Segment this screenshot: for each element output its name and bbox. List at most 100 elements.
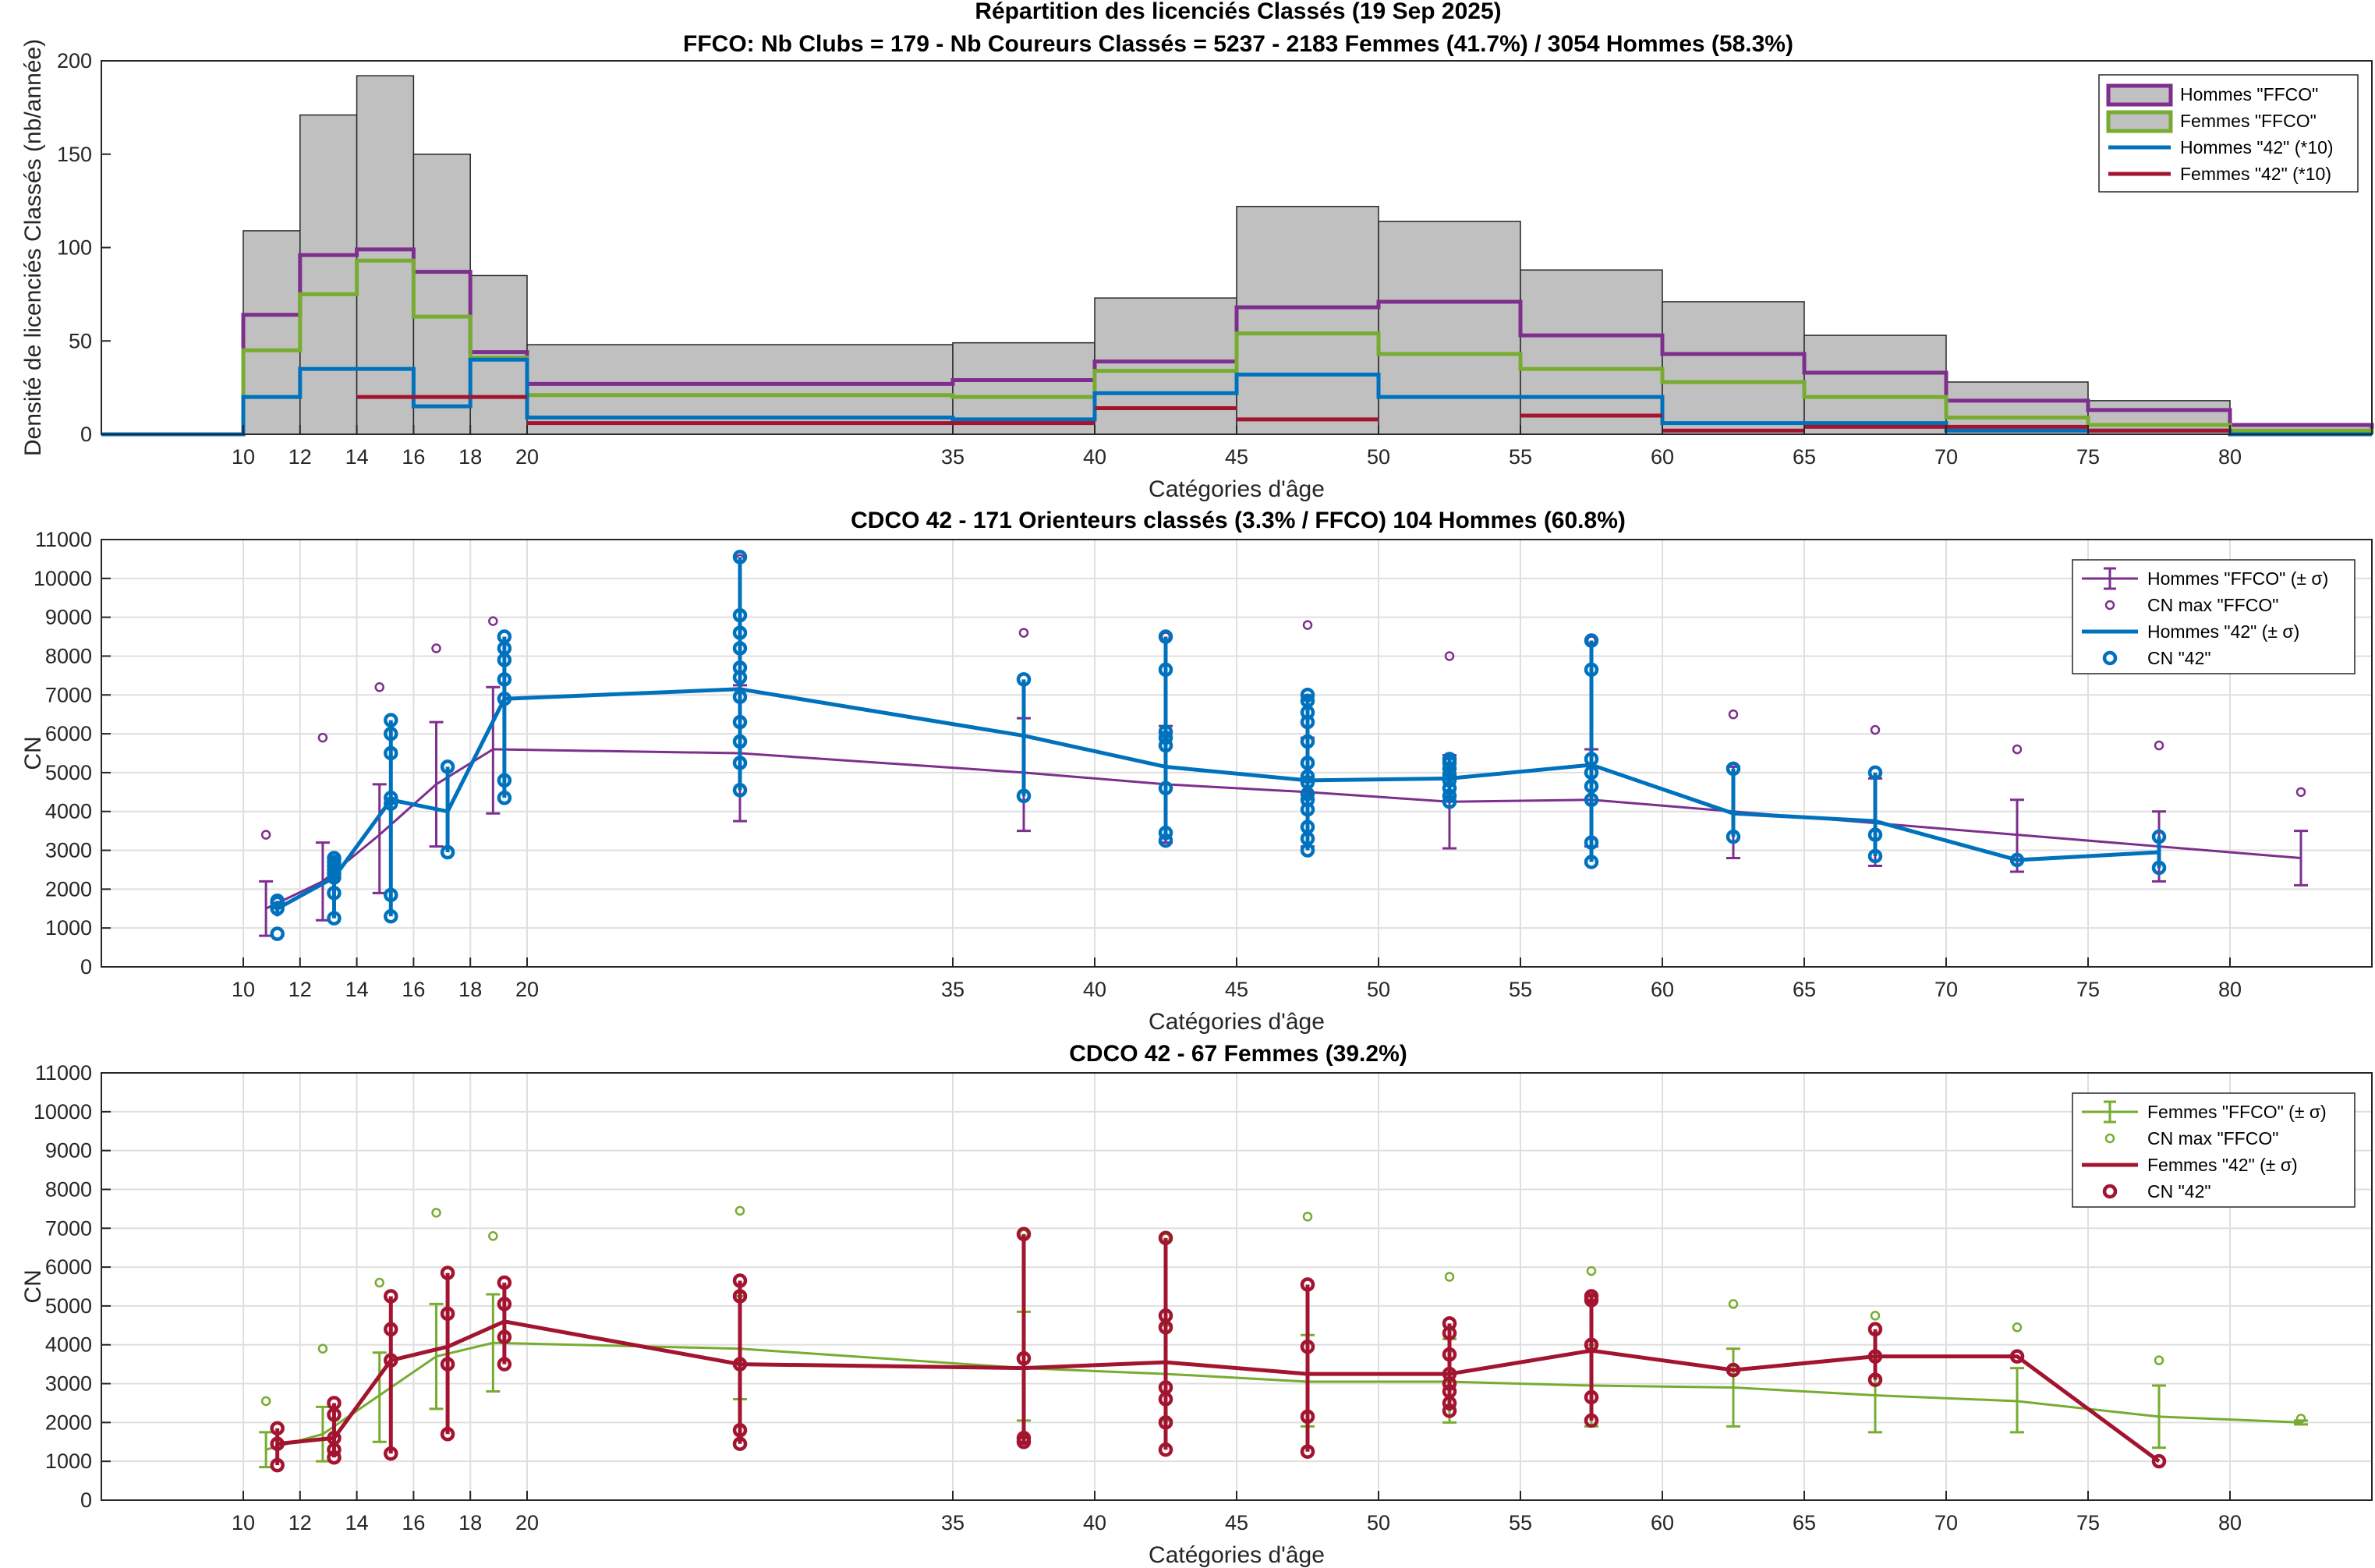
cn-club-point bbox=[497, 1297, 512, 1311]
cn-club-point bbox=[732, 607, 748, 623]
x-tick-label: 18 bbox=[458, 978, 482, 1001]
histogram-bar-total bbox=[1378, 221, 1521, 435]
y-tick-label: 100 bbox=[57, 236, 92, 260]
histogram-bar-total bbox=[299, 114, 358, 435]
cn-club-point bbox=[1158, 1308, 1173, 1323]
cn-club-point bbox=[732, 660, 748, 675]
y-tick-label: 4000 bbox=[45, 1333, 92, 1357]
x-tick-label: 75 bbox=[2076, 1511, 2100, 1534]
x-tick-label: 12 bbox=[288, 445, 312, 469]
cn-club-point bbox=[1016, 672, 1032, 687]
cn-club-point bbox=[440, 759, 455, 774]
cn-max-ffco-point bbox=[2295, 787, 2306, 798]
cn-club-point bbox=[732, 756, 748, 770]
cn-club-point bbox=[384, 1353, 398, 1368]
x-tick-label: 20 bbox=[515, 978, 539, 1001]
histogram-bar-total bbox=[412, 154, 471, 435]
x-tick-label: 80 bbox=[2218, 978, 2242, 1001]
cn-club-point bbox=[1584, 1413, 1599, 1428]
y-tick-label: 2000 bbox=[45, 1410, 92, 1434]
cn-club-point bbox=[270, 1457, 285, 1473]
ffco-mean-line bbox=[265, 748, 2302, 910]
y-tick-label: 8000 bbox=[45, 1177, 92, 1201]
cn-max-ffco-point bbox=[2295, 1414, 2306, 1424]
histogram-bar-total bbox=[469, 274, 528, 435]
cn-club-point bbox=[2151, 860, 2167, 876]
cn-club-point bbox=[1442, 752, 1457, 766]
y-tick-label: 200 bbox=[57, 49, 92, 73]
cn-club-point bbox=[384, 791, 398, 805]
cn-max-ffco-point bbox=[734, 1205, 745, 1216]
cn-club-point bbox=[1726, 829, 1741, 844]
panel3-title: CDCO 42 - 67 Femmes (39.2%) bbox=[1069, 1041, 1407, 1067]
cn-club-point bbox=[384, 1289, 398, 1304]
ffco-mean-line bbox=[265, 1341, 2302, 1451]
cn-club-point bbox=[1158, 662, 1173, 678]
cn-max-ffco-point bbox=[260, 830, 271, 840]
cn-club-point bbox=[1867, 848, 1883, 864]
legend-entry: CN "42" bbox=[2147, 648, 2211, 668]
cn-club-point bbox=[327, 1431, 342, 1446]
y-tick-label: 3000 bbox=[45, 1372, 92, 1396]
figure-title-line2: FFCO: Nb Clubs = 179 - Nb Coureurs Class… bbox=[683, 31, 1793, 57]
cn-club-point bbox=[440, 844, 455, 860]
club-mean-line bbox=[277, 1319, 2161, 1464]
y-tick-label: 1000 bbox=[45, 916, 92, 940]
x-tick-label: 50 bbox=[1367, 978, 1390, 1001]
cn-club-point bbox=[732, 1289, 748, 1304]
x-tick-label: 70 bbox=[1934, 978, 1958, 1001]
cn-club-point bbox=[732, 689, 748, 705]
x-tick-label: 16 bbox=[402, 978, 425, 1001]
cn-club-point bbox=[1300, 1444, 1315, 1459]
cn-max-ffco-point bbox=[1870, 1311, 1881, 1321]
cn-club-point bbox=[1300, 792, 1315, 808]
y-axis-label: CN bbox=[20, 736, 46, 770]
x-tick-label: 55 bbox=[1509, 978, 1532, 1001]
x-tick-label: 50 bbox=[1367, 445, 1390, 469]
cn-club-point bbox=[1300, 693, 1315, 708]
cn-club-point bbox=[327, 886, 342, 901]
cn-club-point bbox=[1016, 1226, 1032, 1241]
legend-entry: CN max "FFCO" bbox=[2147, 1128, 2278, 1149]
cn-club-point bbox=[1158, 825, 1173, 841]
cn-club-point bbox=[732, 734, 748, 749]
x-tick-label: 45 bbox=[1225, 978, 1248, 1001]
cn-club-point bbox=[270, 894, 285, 908]
cn-club-point bbox=[1442, 1366, 1457, 1382]
x-tick-label: 14 bbox=[345, 445, 369, 469]
cn-max-ffco-point bbox=[1018, 628, 1029, 638]
cn-club-point bbox=[732, 783, 748, 798]
x-tick-label: 40 bbox=[1083, 1511, 1106, 1534]
cn-club-point bbox=[1158, 738, 1173, 753]
cn-max-ffco-point bbox=[2012, 1322, 2023, 1333]
cn-club-point bbox=[1442, 795, 1457, 809]
cn-club-point bbox=[1158, 730, 1173, 745]
cn-club-point bbox=[1300, 775, 1315, 790]
femmes-ffco-step-line bbox=[101, 258, 2374, 437]
cn-club-point bbox=[1158, 1230, 1173, 1245]
x-tick-label: 55 bbox=[1509, 1511, 1532, 1534]
cn-club-point bbox=[1867, 765, 1883, 780]
x-tick-label: 16 bbox=[402, 445, 425, 469]
cn-club-point bbox=[1300, 819, 1315, 834]
cn-max-ffco-point bbox=[317, 1343, 328, 1354]
histogram-bar-total bbox=[1236, 206, 1379, 435]
cn-club-point bbox=[2151, 829, 2167, 844]
cn-club-point bbox=[1584, 752, 1599, 766]
cn-club-point bbox=[1867, 1349, 1883, 1364]
cn-club-point bbox=[384, 796, 398, 812]
legend-entry: Femmes "42" (± σ) bbox=[2147, 1155, 2298, 1175]
legend: Hommes "FFCO" Femmes "FFCO" Hommes "42" (*… bbox=[2098, 74, 2359, 193]
x-tick-label: 14 bbox=[345, 1511, 369, 1534]
cn-club-point bbox=[384, 713, 398, 727]
cn-club-point bbox=[1158, 1442, 1173, 1457]
y-tick-label: 0 bbox=[80, 1488, 92, 1512]
x-tick-label: 65 bbox=[1793, 978, 1816, 1001]
y-axis-label: Densité de licenciés Classés (nb/année) bbox=[20, 39, 46, 456]
cn-club-point bbox=[497, 672, 512, 687]
legend-swatch bbox=[2102, 650, 2118, 666]
cn-max-ffco-point bbox=[374, 682, 384, 692]
legend-swatch bbox=[2102, 1184, 2118, 1199]
cn-club-point bbox=[1158, 629, 1173, 644]
cn-max-ffco-point bbox=[431, 643, 441, 653]
